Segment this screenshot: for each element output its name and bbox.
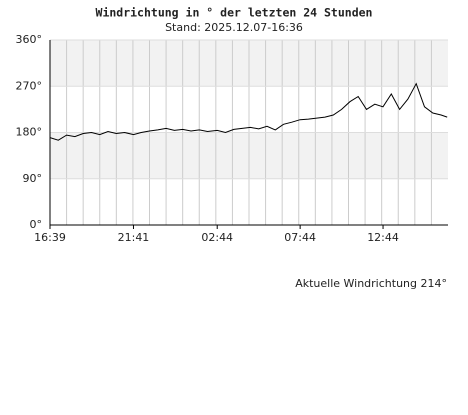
chart-subtitle: Stand: 2025.12.07-16:36 [165,21,303,34]
x-tick-label: 07:44 [284,231,316,244]
y-tick-label: 360° [16,33,43,46]
x-tick-label: 16:39 [34,231,66,244]
y-tick-label: 270° [16,79,43,92]
chart-title: Windrichtung in ° der letzten 24 Stunden [96,6,373,20]
y-tick-label: 180° [16,126,43,139]
x-tick-label: 02:44 [201,231,233,244]
x-tick-label: 12:44 [367,231,399,244]
x-tick-label: 21:41 [118,231,150,244]
data-line [49,82,448,141]
annotation: Aktuelle Windrichtung 214° [295,277,447,290]
y-tick-label: 0° [30,218,43,231]
y-tick-label: 90° [23,172,43,185]
